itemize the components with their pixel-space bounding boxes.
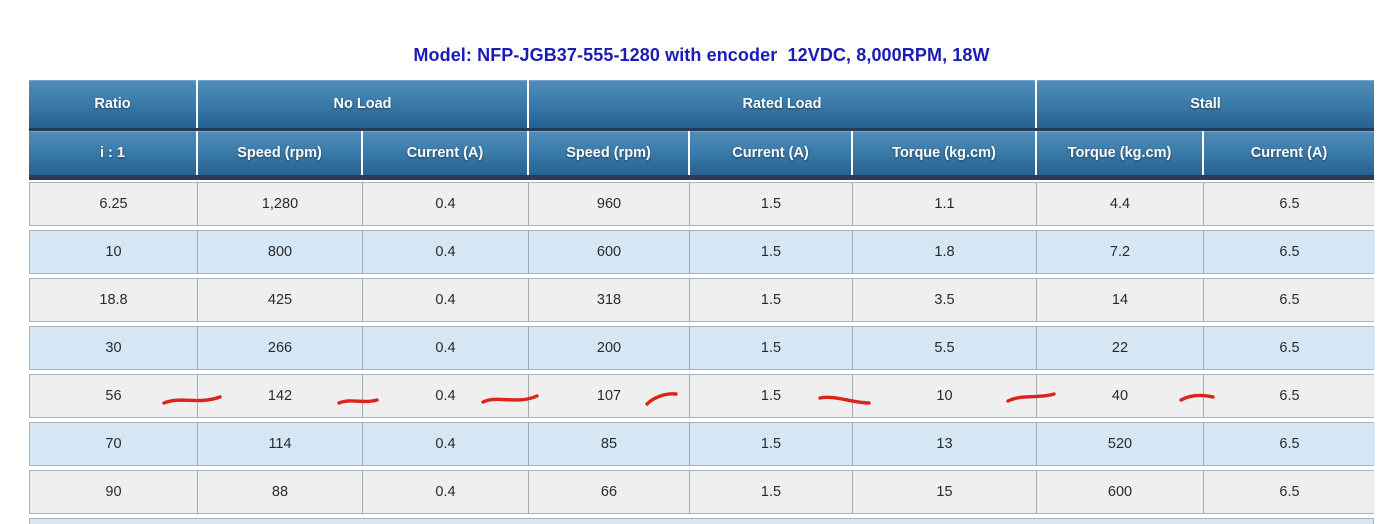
cell-rated-speed: 200 <box>528 327 689 369</box>
cell-rated-current: 1.5 <box>689 231 852 273</box>
cell-rated-speed: 85 <box>528 423 689 465</box>
table-row: 10 800 0.4 600 1.5 1.8 7.2 6.5 <box>29 230 1375 274</box>
cell-noload-current: 0.4 <box>362 231 528 273</box>
cell-stall-torque: 7.2 <box>1036 231 1203 273</box>
column-header-stall-current: Current (A) <box>1202 131 1374 175</box>
cell-stall-torque: 40 <box>1036 375 1203 417</box>
cell-rated-current: 1.5 <box>689 279 852 321</box>
cell-ratio: 18.8 <box>30 279 197 321</box>
column-header-stall-torque: Torque (kg.cm) <box>1035 131 1202 175</box>
cell-noload-current: 0.4 <box>362 279 528 321</box>
header-bottom-divider <box>29 175 1374 180</box>
cell-stall-current: 6.5 <box>1203 471 1375 513</box>
cell-rated-torque: 1.1 <box>852 183 1036 225</box>
cell-noload-current: 0.4 <box>362 423 528 465</box>
table-row: 18.8 425 0.4 318 1.5 3.5 14 6.5 <box>29 278 1375 322</box>
table-column-header-row: i : 1 Speed (rpm) Current (A) Speed (rpm… <box>29 131 1374 175</box>
cell-ratio: 30 <box>30 327 197 369</box>
cell-rated-speed: 960 <box>528 183 689 225</box>
cell-noload-current: 0.4 <box>362 183 528 225</box>
cell-stall-torque: 600 <box>1036 471 1203 513</box>
column-header-noload-speed: Speed (rpm) <box>196 131 361 175</box>
cell-stall-torque: 520 <box>1036 423 1203 465</box>
table-row: 70 114 0.4 85 1.5 13 520 6.5 <box>29 422 1375 466</box>
cell-rated-current: 1.5 <box>689 327 852 369</box>
cell-stall-current: 6.5 <box>1203 231 1375 273</box>
cell-rated-torque: 13 <box>852 423 1036 465</box>
cell-rated-speed: 600 <box>528 231 689 273</box>
cell-rated-current: 1.5 <box>689 423 852 465</box>
table-row: 90 88 0.4 66 1.5 15 600 6.5 <box>29 470 1375 514</box>
cell-stall-current: 6.5 <box>1203 183 1375 225</box>
cell-stall-current: 6.5 <box>1203 375 1375 417</box>
cell-stall-current: 6.5 <box>1203 279 1375 321</box>
table-row: 6.25 1,280 0.4 960 1.5 1.1 4.4 6.5 <box>29 182 1375 226</box>
cell-noload-speed: 425 <box>197 279 362 321</box>
table-row: 30 266 0.4 200 1.5 5.5 22 6.5 <box>29 326 1375 370</box>
cell-rated-torque: 15 <box>852 471 1036 513</box>
table-group-header-row: Ratio No Load Rated Load Stall <box>29 80 1374 131</box>
cell-stall-current: 6.5 <box>1203 327 1375 369</box>
cell-rated-torque: 10 <box>852 375 1036 417</box>
cell-rated-torque: 1.8 <box>852 231 1036 273</box>
group-header-rated-load: Rated Load <box>527 80 1035 128</box>
cell-stall-current: 6.5 <box>1203 423 1375 465</box>
cell-rated-current: 1.5 <box>689 183 852 225</box>
table-row-annotated: 56 142 0.4 107 1.5 10 40 6.5 <box>29 374 1375 418</box>
group-header-no-load: No Load <box>196 80 527 128</box>
cell-noload-speed: 1,280 <box>197 183 362 225</box>
cell-stall-torque: 14 <box>1036 279 1203 321</box>
cell-rated-torque: 5.5 <box>852 327 1036 369</box>
cell-rated-torque: 3.5 <box>852 279 1036 321</box>
cell-noload-current: 0.4 <box>362 471 528 513</box>
column-header-ratio-i1: i : 1 <box>29 131 196 175</box>
cell-ratio: 10 <box>30 231 197 273</box>
group-header-ratio: Ratio <box>29 80 196 128</box>
cell-noload-current: 0.4 <box>362 327 528 369</box>
cell-rated-current: 1.5 <box>689 375 852 417</box>
column-header-rated-speed: Speed (rpm) <box>527 131 688 175</box>
column-header-rated-current: Current (A) <box>688 131 851 175</box>
cell-rated-speed: 66 <box>528 471 689 513</box>
cell-ratio: 56 <box>30 375 197 417</box>
group-header-stall: Stall <box>1035 80 1374 128</box>
cell-noload-speed: 142 <box>197 375 362 417</box>
cell-noload-current: 0.4 <box>362 375 528 417</box>
cell-noload-speed: 266 <box>197 327 362 369</box>
cell-rated-speed: 318 <box>528 279 689 321</box>
cell-ratio: 6.25 <box>30 183 197 225</box>
cell-noload-speed: 88 <box>197 471 362 513</box>
column-header-noload-current: Current (A) <box>361 131 527 175</box>
column-header-rated-torque: Torque (kg.cm) <box>851 131 1035 175</box>
cell-noload-speed: 800 <box>197 231 362 273</box>
spec-table: Ratio No Load Rated Load Stall i : 1 Spe… <box>29 80 1375 524</box>
cell-stall-torque: 4.4 <box>1036 183 1203 225</box>
cell-noload-speed: 114 <box>197 423 362 465</box>
cell-rated-current: 1.5 <box>689 471 852 513</box>
cell-ratio: 70 <box>30 423 197 465</box>
cell-rated-speed: 107 <box>528 375 689 417</box>
table-row-clipped <box>29 518 1374 524</box>
page-title: Model: NFP-JGB37-555-1280 with encoder 1… <box>413 45 990 65</box>
cell-ratio: 90 <box>30 471 197 513</box>
cell-stall-torque: 22 <box>1036 327 1203 369</box>
